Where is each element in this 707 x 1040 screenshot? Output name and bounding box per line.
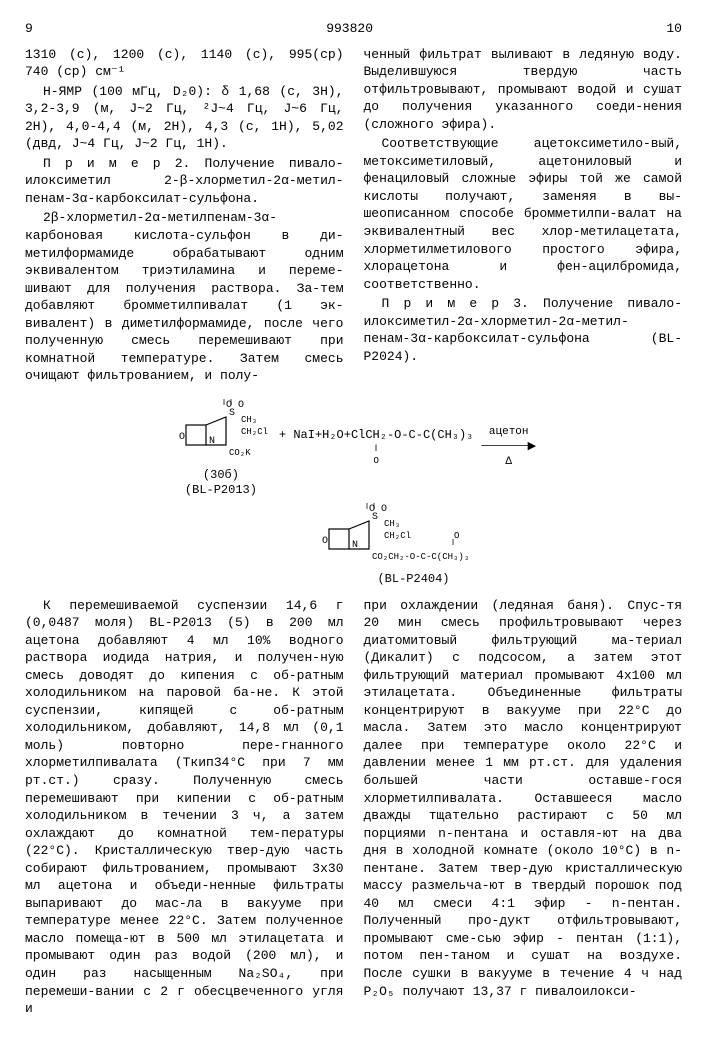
svg-text:CO₂K: CO₂K <box>229 448 251 458</box>
svg-text:‖ ‖: ‖ ‖ <box>366 503 375 512</box>
top-left-col: 1310 (с), 1200 (с), 1140 (с), 995(ср) 74… <box>25 46 344 387</box>
svg-text:‖: ‖ <box>452 539 454 548</box>
reactant-code: (BL-P2013) <box>171 484 271 497</box>
nmr-data: Н-ЯМР (100 мГц, D₂0): δ 1,68 (с, 3Н), 3,… <box>25 83 344 153</box>
reactant-label-306: (30б) <box>171 469 271 482</box>
page-num-right: 10 <box>666 20 682 38</box>
example-2-body: 2β-хлорметил-2α-метилпенам-3α-карбоновая… <box>25 209 344 384</box>
page-num-left: 9 <box>25 20 33 38</box>
procedure-right: при охлаждении (ледяная баня). Спус-тя 2… <box>364 597 683 1001</box>
svg-text:S: S <box>229 408 235 419</box>
bottom-left-col: К перемешиваемой суспензии 14,6 г (0,048… <box>25 597 344 1020</box>
continuation-p1: ченный фильтрат выливают в ледяную воду.… <box>364 46 683 134</box>
svg-text:CO₂CH₂-O-C-C(CH₃)₃: CO₂CH₂-O-C-C(CH₃)₃ <box>372 552 469 562</box>
svg-text:N: N <box>352 540 358 551</box>
procedure-left: К перемешиваемой суспензии 14,6 г (0,048… <box>25 597 344 1018</box>
svg-text:S: S <box>372 512 378 523</box>
svg-text:O: O <box>454 531 459 541</box>
reaction-scheme: O O ‖ ‖ O N S CH₃ CH₂Cl CO₂K (30б) (BL-P… <box>25 397 682 587</box>
top-columns: 1310 (с), 1200 (с), 1140 (с), 995(ср) 74… <box>25 46 682 387</box>
reaction-plus: + NaI+H₂O+ClCH₂-O-C-C(CH₃)₃ ‖O <box>279 427 473 467</box>
svg-text:CH₃: CH₃ <box>241 415 257 425</box>
bottom-columns: К перемешиваемой суспензии 14,6 г (0,048… <box>25 597 682 1020</box>
reactant-structure: O O ‖ ‖ O N S CH₃ CH₂Cl CO₂K (30б) (BL-P… <box>171 397 271 497</box>
example-3-title: П р и м е р 3. Получение пивало-илоксиме… <box>364 295 683 365</box>
svg-text:O: O <box>179 432 185 443</box>
page-header: 9 993820 10 <box>25 20 682 38</box>
svg-text:CH₂Cl: CH₂Cl <box>241 427 268 437</box>
svg-text:N: N <box>209 436 215 447</box>
top-right-col: ченный фильтрат выливают в ледяную воду.… <box>364 46 683 387</box>
esters-paragraph: Соответствующие ацетоксиметило-вый, мето… <box>364 135 683 293</box>
product-code: (BL-P2404) <box>314 573 514 586</box>
svg-text:‖ ‖: ‖ ‖ <box>223 399 232 408</box>
svg-text:CH₃: CH₃ <box>384 519 400 529</box>
reaction-arrow: ацетон ───────▶ Δ <box>481 425 536 470</box>
product-structure: O O ‖ ‖ O N S CH₃ CH₂Cl O ‖ CO₂CH₂-O-C-C… <box>314 501 514 586</box>
ir-data: 1310 (с), 1200 (с), 1140 (с), 995(ср) 74… <box>25 46 344 81</box>
svg-text:O: O <box>322 536 328 547</box>
doc-number: 993820 <box>326 20 373 38</box>
bottom-right-col: при охлаждении (ледяная баня). Спус-тя 2… <box>364 597 683 1020</box>
example-2-title: П р и м е р 2. Получение пивало-илоксиме… <box>25 155 344 208</box>
svg-text:CH₂Cl: CH₂Cl <box>384 531 411 541</box>
